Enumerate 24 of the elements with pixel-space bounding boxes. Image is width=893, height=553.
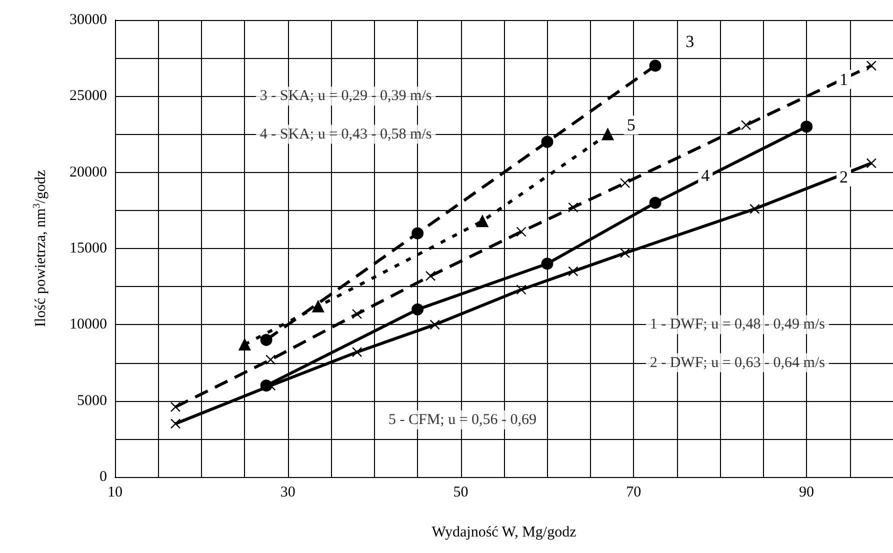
- x-tick-label: 70: [626, 484, 642, 500]
- x-axis-title: Wydajność W, Mg/godz: [432, 524, 577, 540]
- y-tick-label: 25000: [70, 88, 107, 104]
- series-label: 5: [626, 116, 636, 135]
- x-tick-label: 50: [453, 484, 468, 500]
- series-label: 4: [701, 166, 710, 185]
- series-label: 1: [839, 70, 848, 89]
- y-tick-label: 10000: [70, 316, 107, 333]
- annotation: 4 - SKA; u = 0,43 - 0,58 m/s: [260, 126, 432, 142]
- annotation: 1 - DWF; u = 0,48 - 0,49 m/s: [650, 316, 826, 333]
- x-tick-label: 30: [280, 484, 296, 500]
- x-tick-label: 10: [108, 484, 122, 500]
- annotation: 5 - CFM; u = 0,56 - 0,69: [388, 412, 537, 428]
- annotation: 3 - SKA; u = 0,29 - 0,39 m/s: [260, 88, 432, 104]
- y-axis-title: Ilość powietrza, nm3/godz: [32, 170, 49, 328]
- y-tick-label: 5000: [77, 392, 107, 409]
- y-tick-label: 20000: [70, 164, 107, 180]
- y-tick-label: 0: [100, 469, 107, 485]
- series-label: 3: [686, 32, 694, 51]
- y-tick-label: 30000: [70, 12, 107, 28]
- x-tick-label: 90: [799, 484, 814, 500]
- series-label: 2: [839, 167, 848, 186]
- annotation: 2 - DWF; u = 0,63 - 0,64 m/s: [650, 354, 826, 371]
- y-tick-label: 15000: [70, 240, 107, 256]
